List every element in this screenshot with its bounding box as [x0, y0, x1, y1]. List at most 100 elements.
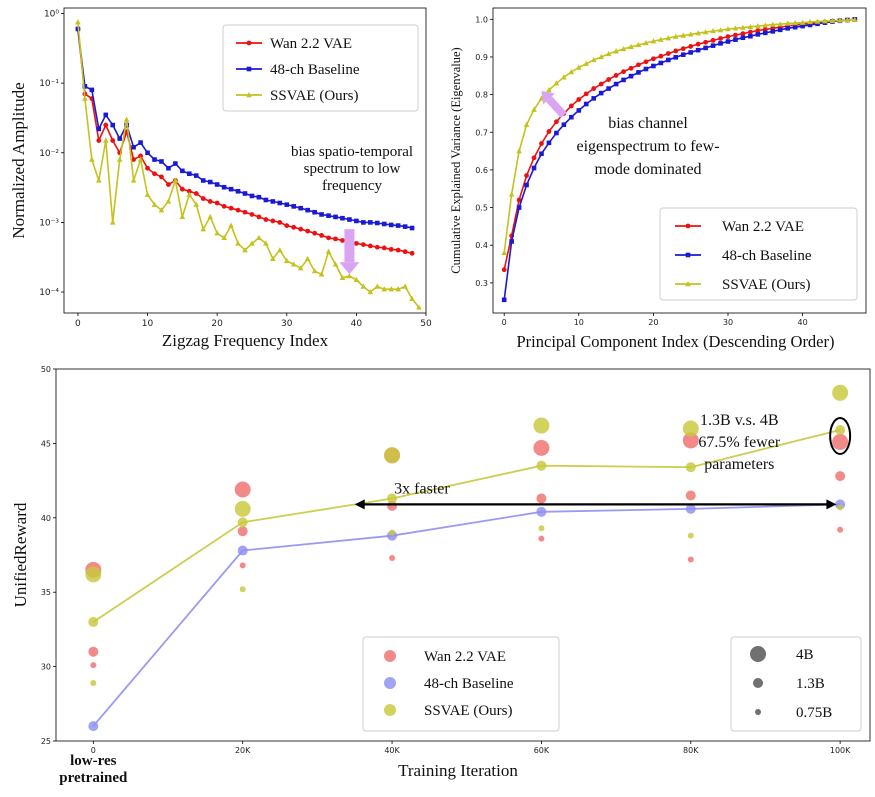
- data-point: [613, 73, 619, 78]
- series-2: [501, 16, 858, 255]
- data-point: [353, 240, 359, 246]
- data-point: [606, 86, 611, 91]
- data-point: [508, 191, 515, 197]
- annotation-text: eigenspectrum to few-: [576, 138, 719, 155]
- data-point: [186, 188, 192, 194]
- data-point: [717, 27, 724, 33]
- data-point: [769, 21, 776, 27]
- data-point: [284, 202, 290, 207]
- data-point: [173, 161, 178, 166]
- data-point: [635, 41, 642, 48]
- data-point: [193, 201, 200, 207]
- data-point: [326, 235, 331, 241]
- data-point: [368, 220, 373, 225]
- data-point: [643, 40, 649, 46]
- bubble: [88, 646, 99, 657]
- legend-label: 48-ch Baseline: [424, 676, 514, 692]
- data-point: [256, 214, 262, 220]
- data-point: [186, 191, 193, 197]
- data-point: [643, 59, 649, 65]
- data-point: [180, 168, 185, 174]
- data-point: [311, 268, 318, 274]
- data-point: [598, 90, 604, 96]
- data-point: [96, 126, 102, 132]
- y-tick-label: 25: [41, 737, 51, 746]
- data-point: [395, 286, 401, 292]
- data-point: [193, 173, 199, 178]
- y-tick-label: 10⁰: [44, 10, 59, 20]
- x-tick-label: 30: [723, 318, 733, 327]
- y-tick-label: 0.8: [475, 91, 488, 100]
- y-tick-label: 30: [41, 663, 51, 672]
- data-point: [152, 157, 157, 162]
- data-point: [347, 217, 352, 222]
- data-point: [416, 304, 422, 310]
- y-tick-label: 10⁻³: [39, 218, 59, 228]
- data-point: [583, 60, 590, 66]
- data-point: [172, 177, 179, 183]
- data-point: [82, 84, 88, 89]
- data-point: [725, 26, 731, 32]
- data-point: [353, 276, 360, 282]
- x-axis-label: Zigzag Frequency Index: [162, 331, 329, 350]
- legend-key: [384, 704, 396, 716]
- data-point: [277, 220, 283, 225]
- data-point: [214, 200, 220, 206]
- data-point: [374, 220, 380, 226]
- data-point: [777, 21, 784, 27]
- data-point: [807, 18, 813, 25]
- data-point: [228, 205, 234, 211]
- data-point: [402, 224, 408, 229]
- data-point: [249, 240, 255, 246]
- bubble: [389, 554, 396, 561]
- data-point: [546, 87, 552, 93]
- bubble: [685, 462, 696, 473]
- y-tick-label: 1.0: [475, 15, 488, 24]
- legend-key-marker: [246, 92, 252, 98]
- bubble: [837, 526, 844, 533]
- data-point: [228, 222, 234, 228]
- data-point: [166, 182, 171, 187]
- data-point: [792, 24, 798, 30]
- data-point: [680, 52, 686, 57]
- data-point: [131, 157, 137, 162]
- data-point: [409, 225, 415, 231]
- x-tick-label: 0: [91, 746, 96, 755]
- bubble: [832, 433, 849, 450]
- data-point: [116, 156, 123, 162]
- bubble: [685, 503, 696, 514]
- data-point: [263, 217, 269, 222]
- data-point: [290, 261, 297, 267]
- data-point: [814, 18, 821, 24]
- param-note: parameters: [704, 456, 774, 473]
- bubble: [533, 439, 550, 456]
- y-tick-label: 0.9: [475, 53, 488, 62]
- bubble: [835, 425, 846, 436]
- data-point: [89, 156, 95, 162]
- data-point: [733, 32, 738, 38]
- bubble: [239, 562, 246, 569]
- data-point: [388, 286, 394, 292]
- legend-label: Wan 2.2 VAE: [424, 649, 506, 665]
- data-point: [695, 30, 701, 36]
- param-note: 67.5% fewer: [698, 434, 780, 451]
- data-point: [568, 103, 574, 109]
- y-tick-label: 35: [41, 588, 51, 597]
- y-tick-label: 40: [41, 514, 51, 523]
- data-point: [326, 213, 331, 218]
- data-point: [298, 226, 304, 232]
- data-point: [516, 205, 522, 210]
- x-axis-label: Principal Component Index (Descending Or…: [517, 332, 835, 351]
- data-point: [658, 36, 664, 42]
- series-2: [75, 19, 422, 310]
- data-point: [695, 41, 701, 47]
- data-point: [82, 95, 88, 101]
- data-point: [395, 247, 401, 253]
- bubble: [384, 447, 401, 464]
- data-point: [598, 53, 604, 60]
- data-point: [283, 257, 290, 264]
- data-point: [822, 18, 828, 24]
- annotation-arrow-shaft: [545, 96, 567, 119]
- data-point: [844, 17, 851, 23]
